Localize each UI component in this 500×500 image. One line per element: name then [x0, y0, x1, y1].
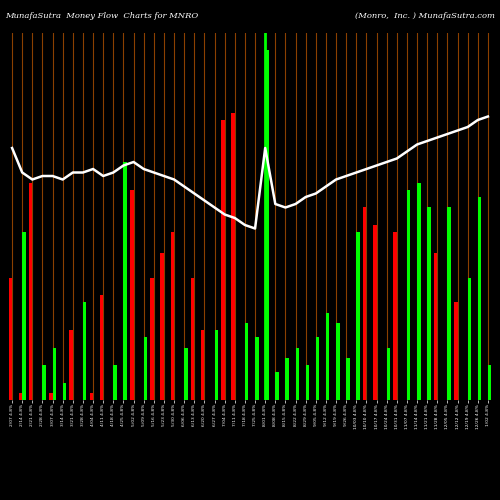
Bar	[363, 208, 366, 400]
Bar	[124, 162, 127, 400]
Bar	[417, 183, 420, 400]
Bar	[232, 113, 235, 400]
Bar	[42, 365, 46, 400]
Bar	[49, 393, 52, 400]
Bar	[160, 253, 164, 400]
Bar	[90, 393, 93, 400]
Bar	[286, 358, 289, 400]
Bar	[276, 372, 279, 400]
Bar	[356, 232, 360, 400]
Bar	[386, 348, 390, 400]
Bar	[201, 330, 204, 400]
Bar	[8, 278, 12, 400]
Bar	[346, 358, 350, 400]
Bar	[70, 330, 73, 400]
Bar	[18, 393, 22, 400]
Bar	[488, 365, 492, 400]
Bar	[221, 120, 224, 400]
Bar	[265, 50, 268, 400]
Bar	[306, 365, 309, 400]
Bar	[214, 330, 218, 400]
Bar	[191, 278, 194, 400]
Bar	[468, 278, 471, 400]
Bar	[326, 312, 330, 400]
Bar	[373, 225, 376, 400]
Bar	[83, 302, 86, 400]
Bar	[22, 232, 26, 400]
Bar	[245, 323, 248, 400]
Bar	[52, 348, 56, 400]
Bar	[114, 365, 117, 400]
Bar	[150, 278, 154, 400]
Bar	[62, 382, 66, 400]
Text: (Monro,  Inc. ) MunafaSutra.com: (Monro, Inc. ) MunafaSutra.com	[355, 12, 495, 20]
Bar	[29, 183, 32, 400]
Bar	[448, 208, 451, 400]
Bar	[316, 337, 320, 400]
Bar	[478, 197, 482, 400]
Bar	[336, 323, 340, 400]
Bar	[170, 232, 174, 400]
Bar	[394, 232, 397, 400]
Bar	[100, 295, 103, 400]
Bar	[255, 337, 258, 400]
Bar	[184, 348, 188, 400]
Bar	[296, 348, 299, 400]
Bar	[454, 302, 458, 400]
Bar	[144, 337, 147, 400]
Bar	[407, 190, 410, 400]
Bar	[130, 190, 134, 400]
Bar	[427, 208, 430, 400]
Text: MunafaSutra  Money Flow  Charts for MNRO: MunafaSutra Money Flow Charts for MNRO	[5, 12, 198, 20]
Bar	[434, 253, 438, 400]
